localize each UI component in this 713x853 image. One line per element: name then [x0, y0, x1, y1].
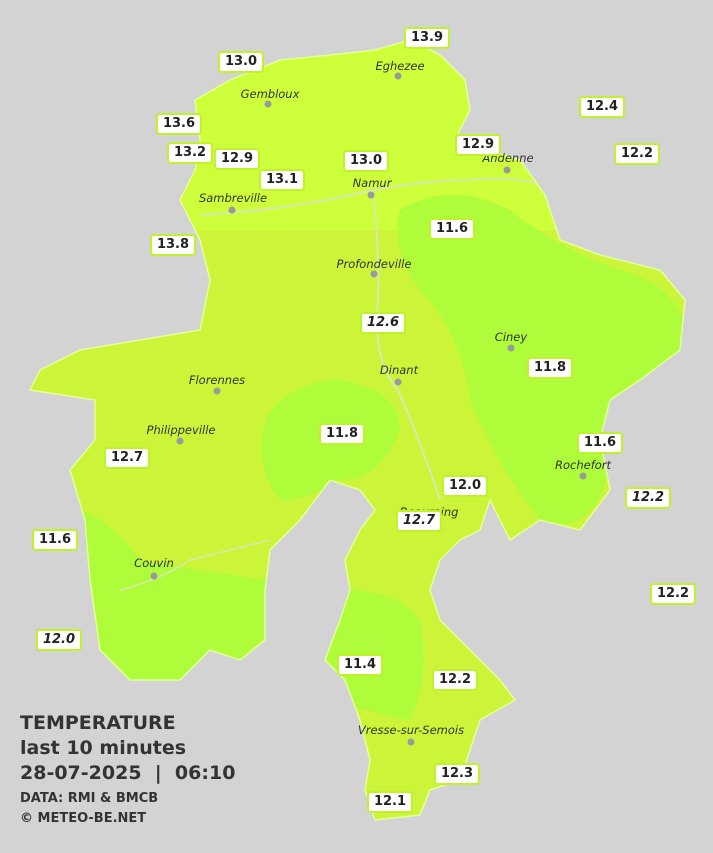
station-value: 11.8	[318, 423, 366, 445]
legend-title: TEMPERATURE	[20, 712, 176, 734]
legend-datetime: 28-07-2025 | 06:10	[20, 762, 236, 784]
legend-subtitle: last 10 minutes	[20, 737, 187, 759]
city-dot	[370, 270, 378, 278]
station-value: 13.9	[403, 27, 451, 49]
station-value: 11.4	[336, 654, 384, 676]
station-value: 12.3	[433, 763, 481, 785]
station-value: 12.1	[366, 791, 414, 813]
station-value: 13.2	[166, 142, 214, 164]
station-value: 11.6	[31, 529, 79, 551]
city-dot	[264, 100, 272, 108]
city-dot	[176, 437, 184, 445]
city-label: Namur	[352, 176, 392, 190]
station-value: 13.1	[258, 169, 306, 191]
city-label: Ciney	[494, 330, 528, 344]
city-dot	[367, 191, 375, 199]
city-label: Vresse-sur-Semois	[357, 723, 465, 737]
city-dot	[507, 344, 515, 352]
city-label: Sambreville	[198, 191, 268, 205]
legend-copyright: © METEO-BE.NET	[20, 811, 147, 826]
city-label: Florennes	[188, 373, 246, 387]
station-value: 12.6	[359, 312, 407, 334]
station-value: 12.2	[624, 487, 672, 509]
station-value: 12.2	[613, 143, 661, 165]
station-value: 12.0	[441, 475, 489, 497]
station-value: 11.8	[526, 357, 574, 379]
city-dot	[579, 472, 587, 480]
city-dot	[394, 72, 402, 80]
station-value: 12.7	[103, 447, 151, 469]
station-value: 13.0	[217, 51, 265, 73]
city-label: Gembloux	[240, 87, 300, 101]
city-label: Rochefort	[554, 458, 612, 472]
city-dot	[407, 738, 415, 746]
station-value: 13.0	[342, 150, 390, 172]
city-label: Dinant	[379, 363, 419, 377]
station-value: 12.7	[395, 510, 443, 532]
city-dot	[150, 572, 158, 580]
city-label: Philippeville	[146, 423, 216, 437]
city-label: Profondeville	[336, 257, 412, 271]
station-value: 11.6	[428, 218, 476, 240]
station-value: 12.9	[454, 134, 502, 156]
station-value: 13.8	[149, 234, 197, 256]
station-value: 13.6	[155, 113, 203, 135]
station-value: 12.2	[649, 583, 697, 605]
city-label: Couvin	[134, 556, 174, 570]
station-value: 12.9	[213, 148, 261, 170]
city-dot	[394, 378, 402, 386]
station-value: 11.6	[576, 432, 624, 454]
city-dot	[213, 387, 221, 395]
station-value: 12.0	[35, 629, 83, 651]
station-value: 12.2	[431, 669, 479, 691]
city-dot	[228, 206, 236, 214]
city-dot	[503, 166, 511, 174]
city-label: Eghezee	[375, 59, 425, 73]
station-value: 12.4	[578, 96, 626, 118]
legend-source: DATA: RMI & BMCB	[20, 791, 159, 806]
